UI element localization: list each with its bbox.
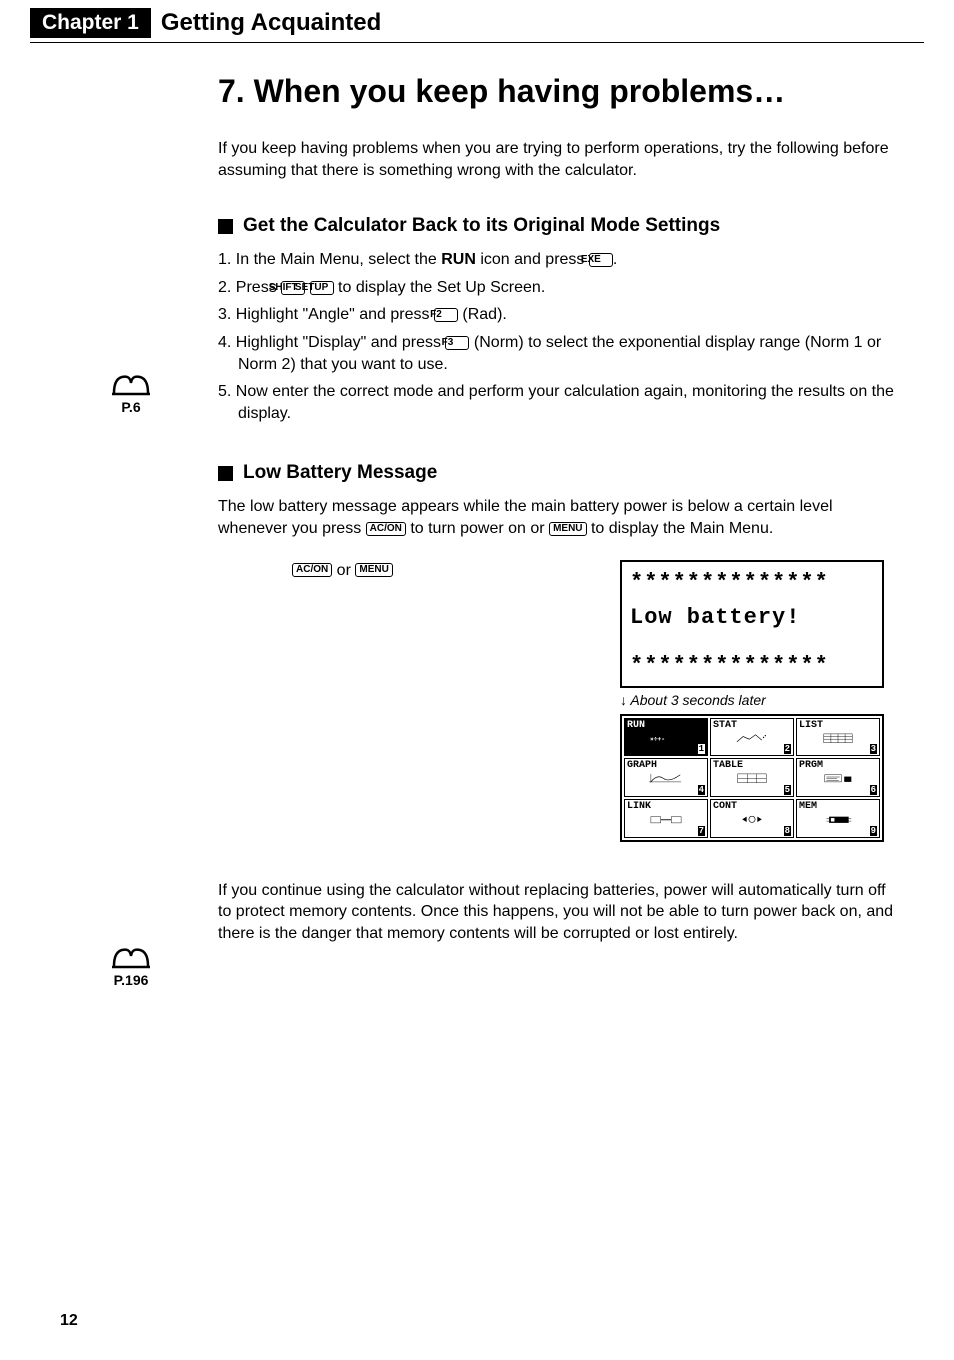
page-ref-icon <box>110 367 152 397</box>
screen-line-3: ************** <box>630 651 874 681</box>
main-menu-screen: RUN ×÷+- 1 STAT 2 LIST 3 <box>620 714 884 842</box>
exe-key-icon: EXE <box>589 253 613 267</box>
subheading-1-text: Get the Calculator Back to its Original … <box>243 215 720 237</box>
page-ref-1-label: P.6 <box>121 399 140 415</box>
display-area: AC/ON or MENU ************** Low battery… <box>218 560 894 842</box>
setup-key-icon: SETUP <box>310 281 334 295</box>
screen-line-1: ************** <box>630 568 874 598</box>
page-header: Chapter 1 Getting Acquainted <box>0 0 954 38</box>
menu-cell-table: TABLE 5 <box>710 758 794 797</box>
step-3: 3. Highlight "Angle" and press F2 (Rad). <box>218 304 894 326</box>
content-area: 7. When you keep having problems… If you… <box>218 43 894 944</box>
f2-key-icon: F2 <box>434 308 458 322</box>
chapter-box: Chapter 1 <box>30 8 151 38</box>
f3-key-icon: F3 <box>445 336 469 350</box>
low-battery-screen: ************** Low battery! ************… <box>620 560 884 688</box>
step-5: 5. Now enter the correct mode and perfor… <box>218 381 894 424</box>
menu-grid: RUN ×÷+- 1 STAT 2 LIST 3 <box>624 718 880 838</box>
step-1: 1. In the Main Menu, select the RUN icon… <box>218 249 894 271</box>
menu-cell-stat: STAT 2 <box>710 718 794 757</box>
page-ref-icon <box>110 940 152 970</box>
page-ref-2-label: P.196 <box>114 972 149 988</box>
bullet-square-icon <box>218 219 233 234</box>
intro-text: If you keep having problems when you are… <box>218 138 894 181</box>
final-paragraph: If you continue using the calculator wit… <box>218 880 894 945</box>
page-ref-1: P.6 <box>110 367 152 415</box>
acon-key-icon: AC/ON <box>292 563 332 577</box>
subheading-original-mode: Get the Calculator Back to its Original … <box>218 215 894 237</box>
menu-cell-mem: MEM 9 <box>796 799 880 838</box>
menu-cell-graph: GRAPH 4 <box>624 758 708 797</box>
menu-cell-link: LINK 7 <box>624 799 708 838</box>
subheading-2-text: Low Battery Message <box>243 462 437 484</box>
page-number: 12 <box>60 1312 78 1330</box>
menu-cell-run: RUN ×÷+- 1 <box>624 718 708 757</box>
menu-cell-cont: CONT 8 <box>710 799 794 838</box>
page-ref-2: P.196 <box>110 940 152 988</box>
step-2: 2. Press SHIFT SETUP to display the Set … <box>218 277 894 299</box>
step-4: 4. Highlight "Display" and press F3 (Nor… <box>218 332 894 375</box>
screen-subtitle: ↓ About 3 seconds later <box>620 692 884 708</box>
low-battery-paragraph: The low battery message appears while th… <box>218 496 894 539</box>
svg-text:×÷+-: ×÷+- <box>650 736 665 743</box>
menu-key-icon: MENU <box>549 522 586 536</box>
bullet-square-icon <box>218 466 233 481</box>
menu-cell-prgm: PRGM 6 <box>796 758 880 797</box>
menu-cell-list: LIST 3 <box>796 718 880 757</box>
subheading-low-battery: Low Battery Message <box>218 462 894 484</box>
screen-line-2: Low battery! <box>630 603 874 633</box>
chapter-title: Getting Acquainted <box>161 9 381 37</box>
acon-key-icon: AC/ON <box>366 522 406 536</box>
screen-column: ************** Low battery! ************… <box>620 560 884 842</box>
key-or-line: AC/ON or MENU <box>292 562 393 580</box>
menu-key-icon: MENU <box>355 563 392 577</box>
main-heading: 7. When you keep having problems… <box>218 73 894 110</box>
